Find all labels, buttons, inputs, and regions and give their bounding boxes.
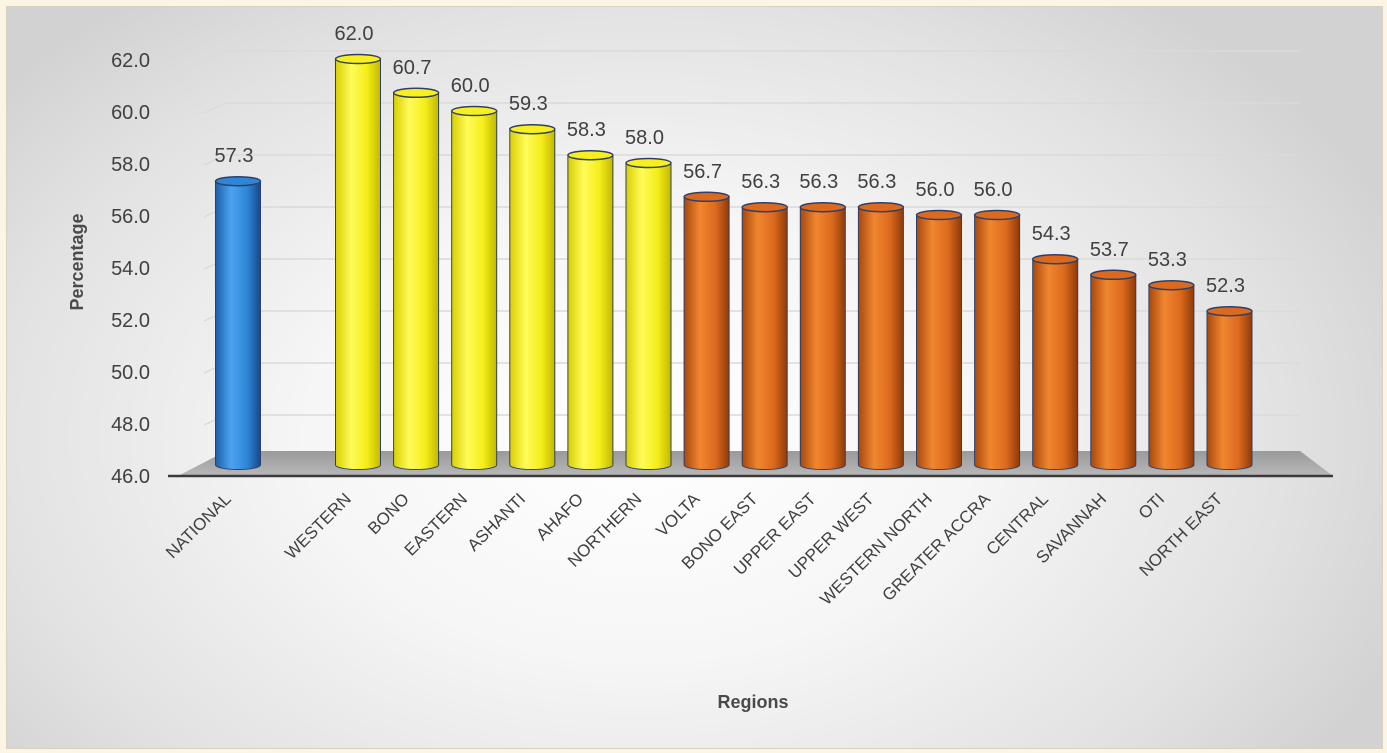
- bar: [741, 201, 788, 470]
- data-label: 59.3: [509, 93, 548, 115]
- bar-cap: [857, 201, 905, 213]
- bar-body: [393, 92, 440, 470]
- data-label: 53.7: [1090, 239, 1129, 261]
- bar-cap: [334, 53, 382, 65]
- bar-cap: [683, 191, 730, 203]
- bar-cap: [567, 149, 614, 161]
- y-tick-label: 60.0: [111, 102, 150, 124]
- bar: [509, 123, 556, 470]
- data-label: 58.0: [625, 127, 664, 149]
- bar-cap: [509, 123, 556, 135]
- y-tick-label: 54.0: [111, 258, 150, 280]
- y-tick-label: 58.0: [111, 154, 150, 176]
- gridline-depth: [203, 154, 227, 166]
- bar: [214, 175, 262, 470]
- y-axis-title: Percentage: [67, 213, 87, 310]
- y-tick-label: 62.0: [111, 50, 150, 72]
- bar: [1090, 269, 1137, 470]
- data-labels: 57.3 62.0 60.7 60.0 59.3 58.3 58.0 56.7 56.3 56.3…: [215, 23, 1245, 297]
- x-tick-label: NATIONAL: [162, 489, 235, 562]
- x-tick-label: VOLTA: [652, 489, 704, 541]
- data-label: 56.0: [974, 179, 1013, 201]
- bar-cap: [915, 209, 963, 221]
- bar-cap: [973, 209, 1021, 221]
- bar-body: [509, 128, 556, 470]
- bar: [973, 209, 1021, 470]
- x-tick-label: BONO: [364, 489, 413, 538]
- bar-body: [567, 154, 614, 470]
- bar-cap: [741, 201, 788, 213]
- data-label: 56.3: [857, 171, 896, 193]
- bar: [625, 157, 672, 470]
- y-tick-label: 48.0: [111, 414, 150, 436]
- x-tick-label: ASHANTI: [464, 489, 530, 555]
- bar-body: [1206, 310, 1253, 470]
- y-tick-label: 52.0: [111, 310, 150, 332]
- x-tick-label: AHAFO: [532, 489, 587, 544]
- bar-cap: [1148, 279, 1195, 291]
- bar: [450, 105, 498, 470]
- x-tick-label: EASTERN: [401, 489, 471, 559]
- x-axis-title: Regions: [717, 692, 788, 712]
- bar-body: [335, 58, 381, 470]
- data-label: 56.3: [799, 171, 838, 193]
- y-axis-ticks: 46.0 48.0 50.0 52.0 54.0 56.0 58.0 60.0 62.0: [111, 50, 150, 488]
- bar-cap: [625, 157, 672, 169]
- bar: [567, 149, 614, 470]
- data-label: 54.3: [1032, 223, 1071, 245]
- y-tick-label: 46.0: [111, 466, 150, 488]
- y-tick-label: 56.0: [111, 206, 150, 228]
- bar-body: [1148, 284, 1195, 470]
- bar-cap: [392, 87, 440, 99]
- data-label: 56.3: [741, 171, 780, 193]
- x-tick-label: WESTERN: [281, 489, 355, 563]
- bar: [334, 53, 382, 470]
- bar: [1206, 305, 1253, 470]
- data-label: 62.0: [335, 23, 374, 45]
- bar: [1031, 253, 1079, 470]
- x-tick-label: OTI: [1135, 489, 1168, 522]
- gridline-depth: [203, 102, 227, 114]
- data-label: 56.0: [916, 179, 955, 201]
- bar-cap: [450, 105, 498, 117]
- x-tick-label: GREATER ACCRA: [879, 489, 995, 605]
- bar-body: [857, 206, 904, 470]
- bar: [915, 209, 963, 470]
- bars: [214, 53, 1253, 470]
- bar: [392, 87, 440, 470]
- data-label: 57.3: [215, 145, 254, 167]
- bar-body: [1090, 274, 1137, 470]
- bar-cap: [1031, 253, 1079, 265]
- bar-body: [625, 162, 672, 470]
- bar-body: [451, 110, 498, 470]
- bar-body: [215, 180, 261, 470]
- bar-cap: [1206, 305, 1253, 317]
- bar-body: [741, 206, 788, 470]
- data-label: 60.7: [393, 57, 432, 79]
- data-label: 58.3: [567, 119, 606, 141]
- bar-cap: [1090, 269, 1137, 281]
- data-label: 60.0: [451, 75, 490, 97]
- bar-cap: [799, 201, 847, 213]
- bar-body: [799, 206, 846, 470]
- bar: [857, 201, 905, 470]
- data-label: 56.7: [683, 161, 722, 183]
- data-label: 52.3: [1206, 275, 1245, 297]
- bar-body: [683, 196, 730, 470]
- x-tick-label: WESTERN NORTH: [816, 489, 935, 608]
- bar: [1148, 279, 1195, 470]
- bar-body: [974, 214, 1021, 470]
- y-tick-label: 50.0: [111, 362, 150, 384]
- data-label: 53.3: [1148, 249, 1187, 271]
- bar-cap: [214, 175, 262, 187]
- bar: [683, 191, 730, 470]
- bar: [799, 201, 847, 470]
- bar-body: [916, 214, 962, 470]
- gridline-depth: [203, 50, 227, 62]
- bar-body: [1032, 258, 1079, 470]
